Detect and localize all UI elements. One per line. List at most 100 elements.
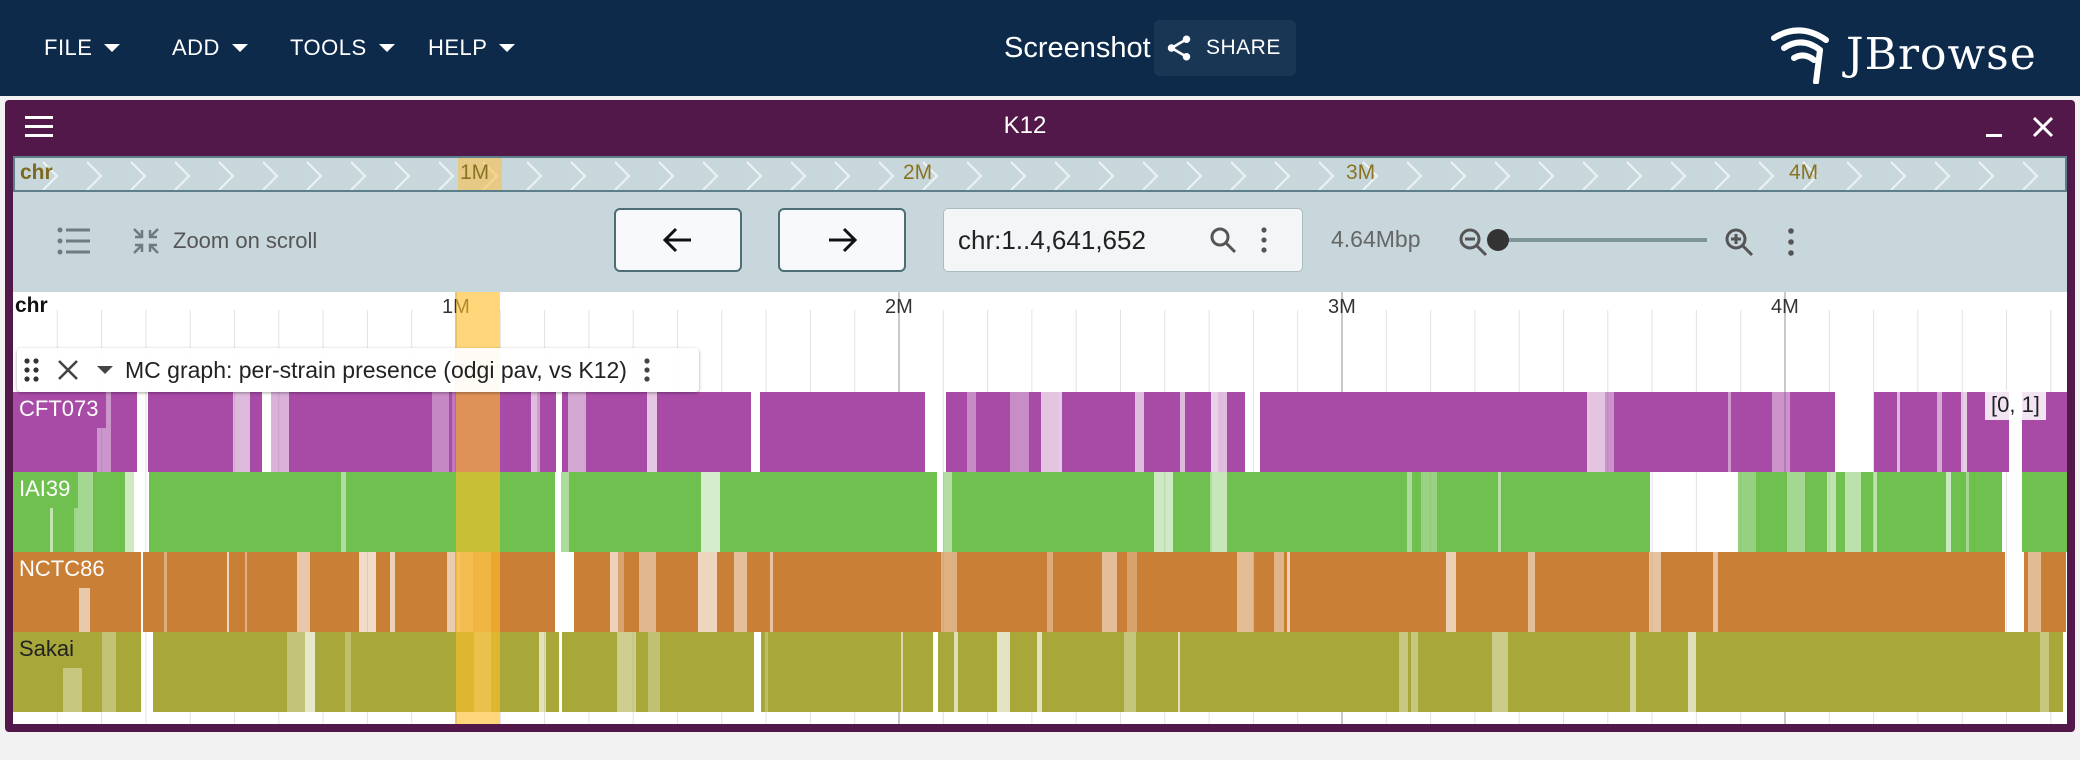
app-header: FILE ADD TOOLS HELP Screenshot SHARE JBr…: [0, 0, 2080, 96]
presence-segment: [1070, 472, 1079, 552]
zoom-out-icon[interactable]: [1457, 226, 1489, 258]
presence-segment: [1120, 392, 1135, 472]
location-search-box[interactable]: [943, 208, 1303, 272]
presence-segment: [903, 392, 914, 472]
location-input[interactable]: [958, 221, 1198, 259]
zoom-on-scroll-toggle[interactable]: Zoom on scroll: [131, 226, 317, 256]
track-area[interactable]: chr 1M 2M 3M 4M: [13, 292, 2067, 724]
presence-segment: [720, 472, 727, 552]
presence-segment: [1995, 472, 1998, 552]
close-icon[interactable]: [2030, 114, 2056, 140]
presence-segment: [816, 632, 832, 712]
presence-segment: [1696, 632, 1709, 712]
presence-segment: [2023, 632, 2040, 712]
presence-segment: [121, 392, 137, 472]
presence-segment: [1081, 472, 1083, 552]
presence-segment: [1221, 552, 1237, 632]
presence-segment: [1709, 632, 1725, 712]
view-title[interactable]: K12: [1003, 112, 1047, 139]
presence-segment: [1542, 392, 1547, 472]
chevron-icon: [658, 161, 675, 190]
presence-segment: [1695, 552, 1704, 632]
menu-help[interactable]: HELP: [428, 32, 516, 64]
menu-tools[interactable]: TOOLS: [290, 32, 395, 64]
presence-segment: [1121, 472, 1134, 552]
sample-label: IAI39: [13, 472, 79, 508]
presence-segment: [600, 472, 612, 552]
presence-segment: [1348, 632, 1356, 712]
menu-add[interactable]: ADD: [172, 32, 248, 64]
presence-segment: [27, 552, 35, 632]
presence-segment: [984, 472, 991, 552]
presence-segment: [385, 632, 390, 712]
presence-segment: [785, 632, 803, 712]
presence-segment: [772, 472, 786, 552]
share-button[interactable]: SHARE: [1154, 20, 1296, 76]
presence-segment: [647, 392, 657, 472]
drag-handle-icon[interactable]: [23, 357, 41, 383]
presence-segment: [1117, 552, 1119, 632]
presence-segment: [781, 392, 794, 472]
chevron-icon: [570, 161, 587, 190]
presence-segment: [990, 552, 992, 632]
track-selector-icon[interactable]: [57, 226, 91, 256]
presence-segment: [1790, 392, 1799, 472]
presence-segment: [1604, 632, 1622, 712]
presence-segment: [29, 472, 40, 552]
presence-segment: [1094, 552, 1102, 632]
presence-segment: [1813, 472, 1816, 552]
presence-segment: [1845, 472, 1861, 552]
presence-segment: [1743, 392, 1756, 472]
session-title[interactable]: Screenshot: [1004, 32, 1151, 64]
presence-segment: [287, 632, 305, 712]
presence-segment: [1836, 472, 1845, 552]
presence-rows[interactable]: [13, 392, 2067, 712]
pan-left-button[interactable]: [614, 208, 742, 272]
presence-segment: [1999, 632, 2013, 712]
presence-segment: [179, 552, 196, 632]
presence-segment: [1360, 472, 1368, 552]
presence-segment: [536, 552, 555, 632]
presence-segment: [1388, 632, 1399, 712]
presence-segment: [1481, 632, 1492, 712]
presence-segment: [352, 392, 362, 472]
presence-segment: [794, 392, 802, 472]
presence-segment: [1758, 552, 1771, 632]
presence-segment: [245, 472, 259, 552]
presence-segment: [1177, 552, 1193, 632]
menu-file[interactable]: FILE: [44, 32, 121, 64]
arrow-right-icon: [829, 227, 858, 253]
search-icon[interactable]: [1208, 225, 1238, 255]
presence-segment: [636, 632, 648, 712]
menu-add-label: ADD: [172, 35, 220, 60]
close-track-icon[interactable]: [55, 357, 81, 383]
minimize-icon[interactable]: [1982, 114, 2006, 140]
presence-segment: [1368, 472, 1379, 552]
overview-scalebar[interactable]: chr 1M 2M 3M 4M: [13, 156, 2067, 192]
presence-segment: [1688, 632, 1696, 712]
zoom-slider[interactable]: [1487, 229, 1707, 251]
presence-segment: [1451, 392, 1467, 472]
presence-segment: [901, 632, 903, 712]
presence-segment: [1162, 632, 1178, 712]
overview-tick-label: 2M: [903, 161, 933, 184]
more-vert-icon[interactable]: [1783, 226, 1799, 258]
presence-segment: [1974, 552, 1991, 632]
presence-segment: [430, 472, 438, 552]
hamburger-menu-icon[interactable]: [25, 114, 55, 140]
presence-segment: [1673, 392, 1687, 472]
zoom-in-icon[interactable]: [1723, 226, 1755, 258]
presence-segment: [803, 632, 816, 712]
caret-down-icon[interactable]: [95, 363, 115, 377]
presence-segment: [675, 632, 691, 712]
presence-segment: [1198, 392, 1208, 472]
track-menu-icon[interactable]: [641, 357, 653, 383]
more-vert-icon[interactable]: [1256, 225, 1272, 255]
zoom-slider-thumb[interactable]: [1487, 229, 1509, 251]
presence-segment: [1175, 392, 1180, 472]
presence-segment: [1273, 472, 1287, 552]
presence-segment: [860, 632, 869, 712]
presence-segment: [1637, 392, 1651, 472]
pan-right-button[interactable]: [778, 208, 906, 272]
presence-segment: [266, 552, 282, 632]
